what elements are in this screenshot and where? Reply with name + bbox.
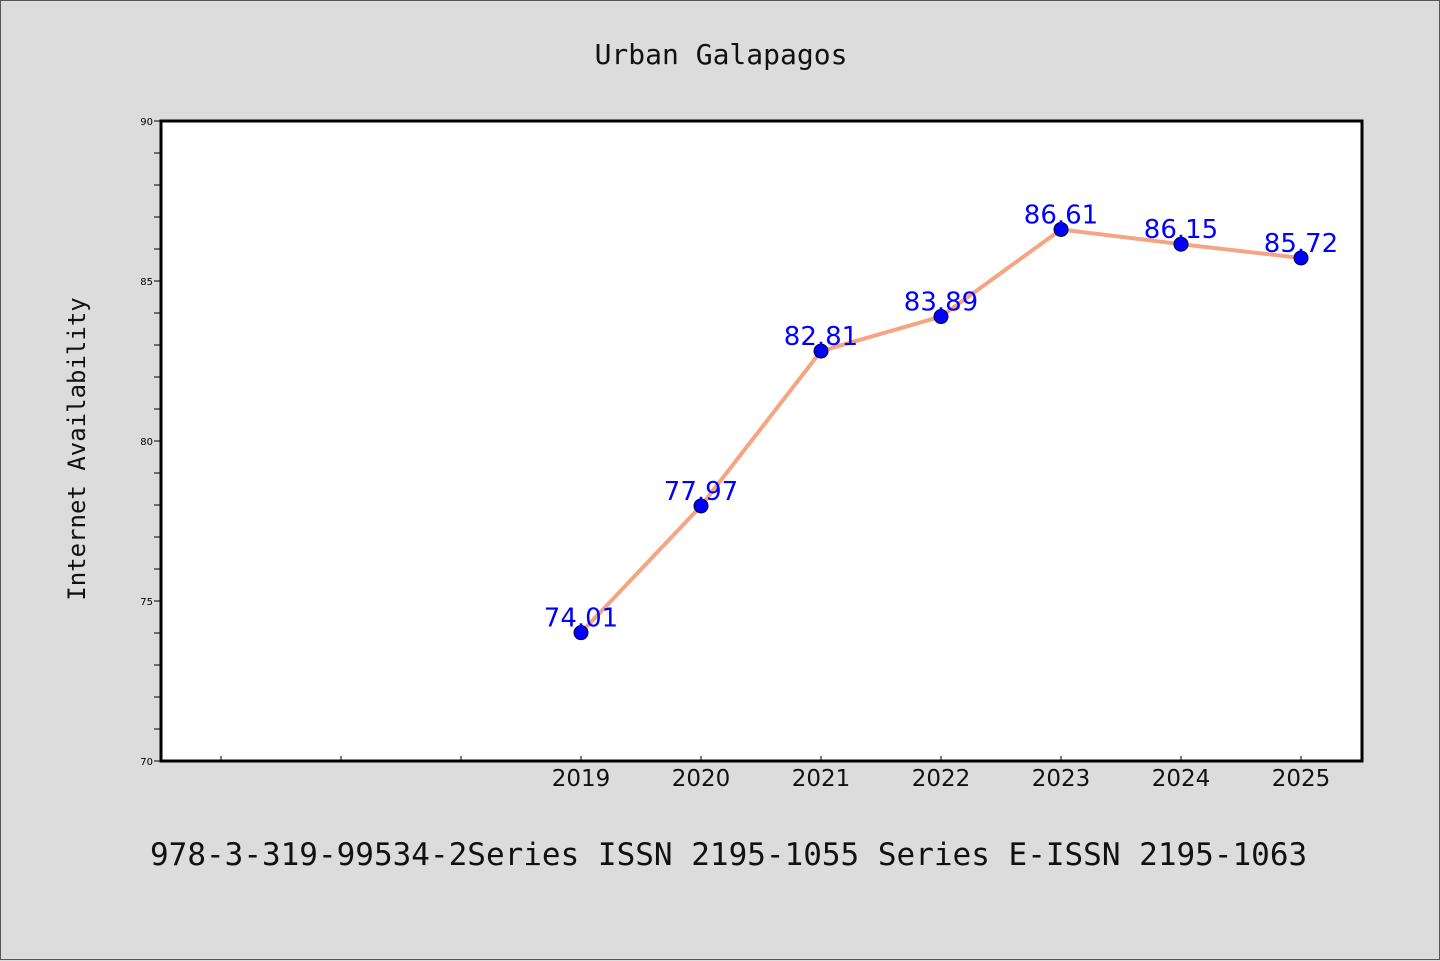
data-point bbox=[933, 309, 949, 325]
x-axis: 2019 2020 2021 2022 2023 2024 2025 bbox=[220, 756, 1331, 792]
x-tick-label: 2021 bbox=[792, 766, 851, 792]
y-axis: 70 75 80 85 90 bbox=[140, 117, 161, 768]
data-label: 82.81 bbox=[784, 322, 858, 352]
x-tick-label: 2024 bbox=[1152, 766, 1211, 792]
data-point bbox=[813, 343, 829, 359]
footer-text: 978-3-319-99534-2Series ISSN 2195-1055 S… bbox=[150, 837, 1307, 873]
data-label: 86.61 bbox=[1024, 200, 1098, 230]
data-point bbox=[1053, 221, 1069, 237]
data-label: 74.01 bbox=[544, 604, 618, 634]
x-tick-label: 2022 bbox=[912, 766, 971, 792]
y-tick-label: 85 bbox=[140, 277, 153, 288]
chart-title: Urban Galapagos bbox=[595, 38, 848, 71]
x-tick-label: 2023 bbox=[1032, 766, 1091, 792]
y-tick-label: 90 bbox=[140, 117, 153, 128]
data-point bbox=[1293, 250, 1309, 266]
data-point bbox=[573, 625, 589, 641]
data-point bbox=[1173, 236, 1189, 252]
series-layer: 74.01 77.97 82.81 83.89 86.61 86.15 85.72 bbox=[544, 200, 1338, 641]
x-tick-label: 2025 bbox=[1272, 766, 1331, 792]
x-tick-label: 2019 bbox=[552, 766, 611, 792]
y-tick-label: 70 bbox=[140, 757, 153, 768]
y-tick-label: 80 bbox=[140, 437, 153, 448]
data-label: 83.89 bbox=[904, 288, 978, 318]
data-label: 86.15 bbox=[1144, 215, 1218, 245]
plot-area bbox=[159, 119, 1364, 763]
data-point bbox=[693, 498, 709, 514]
y-tick-label: 75 bbox=[140, 597, 153, 608]
data-label: 77.97 bbox=[664, 477, 738, 507]
y-axis-label: Internet Availability bbox=[63, 297, 91, 600]
x-tick-label: 2020 bbox=[672, 766, 731, 792]
data-label: 85.72 bbox=[1264, 229, 1338, 259]
